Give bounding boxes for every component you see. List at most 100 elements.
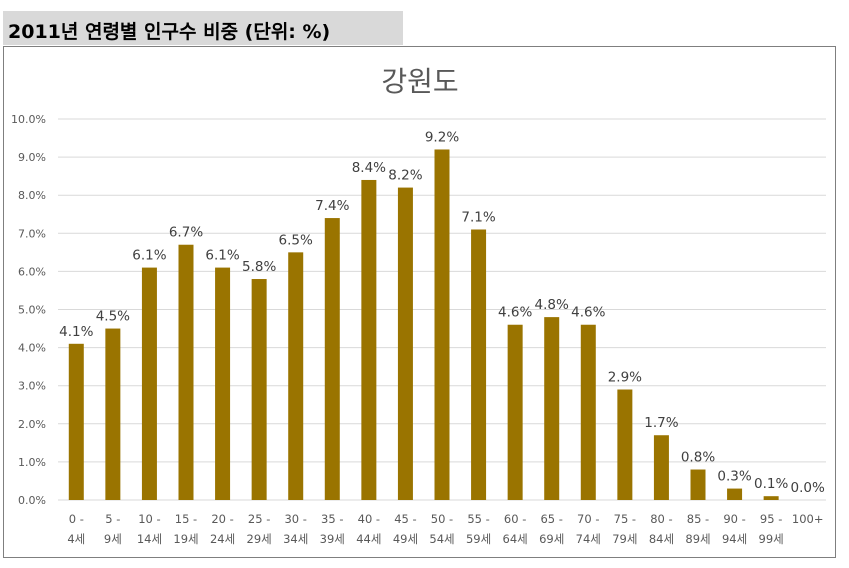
data-label: 0.1% [754, 476, 788, 492]
bar [288, 252, 304, 500]
x-tick-label: 45 - [394, 512, 416, 526]
data-label: 6.1% [205, 248, 239, 264]
x-tick-label: 99세 [759, 532, 784, 546]
x-tick-label: 89세 [685, 532, 710, 546]
y-tick-label: 1.0% [18, 456, 46, 469]
bar [324, 218, 340, 500]
data-label: 2.9% [608, 370, 642, 386]
x-tick-label: 84세 [649, 532, 674, 546]
bar [690, 469, 706, 500]
bar [397, 187, 413, 500]
x-tick-label: 35 - [321, 512, 343, 526]
data-label: 7.1% [461, 209, 495, 225]
bar [105, 328, 121, 500]
data-labels: 4.1%4.5%6.1%6.7%6.1%5.8%6.5%7.4%8.4% 8.2%… [59, 129, 825, 496]
bar [653, 435, 669, 500]
data-label: 6.5% [279, 232, 313, 248]
y-tick-label: 3.0% [18, 380, 46, 393]
x-tick-label: 85 - [687, 512, 709, 526]
bar [544, 317, 560, 500]
x-tick-label: 20 - [211, 512, 233, 526]
header-title: 2011년 연령별 인구수 비중 (단위: %) [8, 21, 331, 43]
x-tick-label: 25 - [248, 512, 270, 526]
data-label: 4.6% [571, 305, 605, 321]
x-tick-label: 80 - [650, 512, 672, 526]
y-tick-label: 10.0% [11, 113, 46, 126]
x-tick-label: 29세 [247, 532, 272, 546]
x-tick-label: 10 - [138, 512, 160, 526]
x-tick-label: 55 - [467, 512, 489, 526]
bar [580, 324, 596, 500]
x-tick-label: 0 - [69, 512, 84, 526]
bar [215, 267, 231, 500]
x-tick-label: 74세 [576, 532, 601, 546]
x-tick-label: 40 - [358, 512, 380, 526]
chart-title: 강원도 [381, 65, 458, 98]
x-tick-label: 5 - [105, 512, 120, 526]
header-bar: 2011년 연령별 인구수 비중 (단위: %) [3, 11, 403, 45]
x-tick-label: 59세 [466, 532, 491, 546]
x-tick-label: 9세 [104, 532, 122, 546]
y-axis: 0.0% 1.0% 2.0% 3.0% 4.0% 5.0% 6.0% 7.0% 8.0% 9.0%… [11, 113, 46, 507]
data-label: 4.5% [96, 309, 130, 325]
data-label: 8.4% [352, 160, 386, 176]
x-tick-label: 39세 [320, 532, 345, 546]
bar [617, 389, 633, 500]
data-label: 4.8% [535, 297, 569, 313]
x-tick-label: 34세 [283, 532, 308, 546]
x-tick-label: 50 - [431, 512, 453, 526]
bar [141, 267, 157, 500]
data-label: 8.2% [388, 168, 422, 184]
y-tick-label: 5.0% [18, 304, 46, 317]
x-tick-label: 30 - [284, 512, 306, 526]
y-tick-label: 9.0% [18, 151, 46, 164]
bars [68, 149, 779, 501]
bar [68, 343, 84, 500]
x-tick-label: 100+ [792, 512, 824, 526]
bar [361, 179, 377, 500]
x-tick-label: 19세 [173, 532, 198, 546]
x-tick-label: 75 - [614, 512, 636, 526]
x-tick-label: 54세 [429, 532, 454, 546]
x-tick-label: 69세 [539, 532, 564, 546]
data-label: 9.2% [425, 129, 459, 145]
data-label: 6.7% [169, 225, 203, 241]
x-tick-label: 65 - [540, 512, 562, 526]
bar [251, 279, 267, 500]
y-tick-label: 8.0% [18, 189, 46, 202]
x-tick-label: 95 - [760, 512, 782, 526]
x-tick-label: 64세 [503, 532, 528, 546]
x-tick-label: 44세 [356, 532, 381, 546]
data-label: 4.6% [498, 305, 532, 321]
data-label: 0.8% [681, 450, 715, 466]
x-axis: 0 - 4세 5 - 9세 10 - 14세 15 - 19세 20 - 24세 25 - 29세 30… [67, 512, 823, 546]
y-tick-label: 0.0% [18, 494, 46, 507]
x-tick-label: 79세 [612, 532, 637, 546]
bar [763, 496, 779, 500]
y-tick-label: 7.0% [18, 227, 46, 240]
x-tick-label: 70 - [577, 512, 599, 526]
data-label: 6.1% [132, 248, 166, 264]
x-tick-label: 49세 [393, 532, 418, 546]
bar [178, 244, 194, 500]
data-label: 0.3% [717, 469, 751, 485]
data-label: 1.7% [644, 415, 678, 431]
bar [434, 149, 450, 501]
x-tick-label: 24세 [210, 532, 235, 546]
y-tick-label: 4.0% [18, 342, 46, 355]
y-tick-label: 6.0% [18, 265, 46, 278]
x-tick-label: 4세 [67, 532, 85, 546]
x-tick-label: 15 - [175, 512, 197, 526]
bar [507, 324, 523, 500]
bar [471, 229, 487, 501]
x-tick-label: 94세 [722, 532, 747, 546]
data-label: 0.0% [791, 480, 825, 496]
data-label: 7.4% [315, 198, 349, 214]
x-tick-label: 90 - [723, 512, 745, 526]
data-label: 4.1% [59, 324, 93, 340]
x-tick-label: 60 - [504, 512, 526, 526]
y-tick-label: 2.0% [18, 418, 46, 431]
x-tick-label: 14세 [137, 532, 162, 546]
data-label: 5.8% [242, 259, 276, 275]
